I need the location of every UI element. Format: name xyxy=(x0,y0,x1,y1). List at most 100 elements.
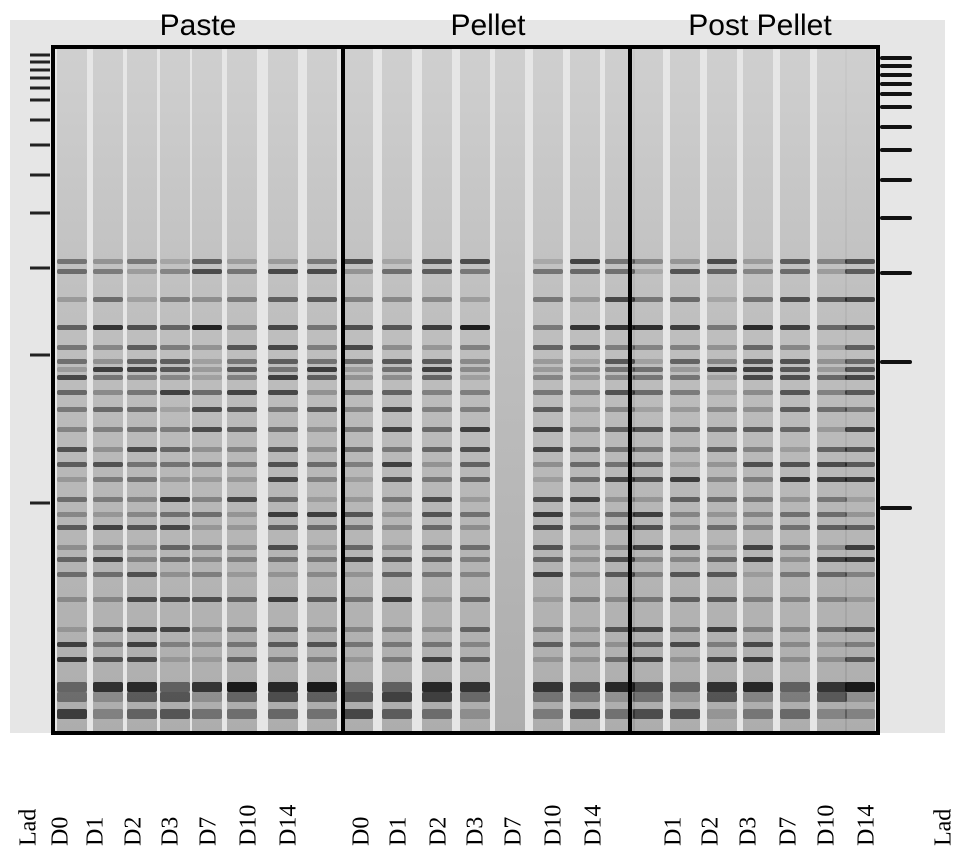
band xyxy=(707,390,737,395)
band xyxy=(460,642,490,647)
band xyxy=(93,447,123,452)
band xyxy=(780,709,810,719)
ladder-band xyxy=(30,266,50,270)
lane-label: D1 xyxy=(83,817,109,846)
band xyxy=(845,497,875,502)
band xyxy=(227,359,257,364)
lane-label: D14 xyxy=(276,805,302,846)
band xyxy=(845,512,875,517)
lane-label: D3 xyxy=(158,817,184,846)
ladder-band xyxy=(880,92,912,96)
band xyxy=(227,447,257,452)
band xyxy=(227,297,257,302)
band xyxy=(780,325,810,330)
band xyxy=(382,297,412,302)
band xyxy=(57,375,87,380)
band xyxy=(570,297,600,302)
band xyxy=(533,269,563,274)
band xyxy=(605,692,635,702)
band xyxy=(160,512,190,517)
lane-labels: Lad D0 D1 D2 D3 D7 D10 D14 D0 D1 D2 D3 D7 D10 D14 D1 D2 D… xyxy=(16,805,957,846)
band xyxy=(780,627,810,632)
lane-label: D14 xyxy=(854,805,880,846)
band xyxy=(570,545,600,550)
band xyxy=(57,477,87,482)
band xyxy=(307,427,337,432)
band xyxy=(780,557,810,562)
band xyxy=(780,545,810,550)
band xyxy=(670,462,700,467)
band xyxy=(160,427,190,432)
band xyxy=(817,375,847,380)
band xyxy=(707,462,737,467)
band xyxy=(160,462,190,467)
band xyxy=(460,657,490,662)
ladder-band xyxy=(880,148,912,152)
band xyxy=(343,407,373,412)
band xyxy=(845,407,875,412)
bands xyxy=(57,259,875,719)
band xyxy=(670,477,700,482)
band xyxy=(192,642,222,647)
band xyxy=(460,682,490,692)
band xyxy=(817,709,847,719)
band xyxy=(743,407,773,412)
band xyxy=(227,462,257,467)
band xyxy=(780,345,810,350)
band xyxy=(307,627,337,632)
band xyxy=(605,367,635,372)
band xyxy=(570,447,600,452)
band xyxy=(57,259,87,264)
band xyxy=(845,375,875,380)
band xyxy=(460,692,490,702)
band xyxy=(707,477,737,482)
band xyxy=(817,427,847,432)
band xyxy=(605,269,635,274)
ladder-band xyxy=(880,178,912,182)
band xyxy=(192,407,222,412)
band xyxy=(817,462,847,467)
band xyxy=(460,572,490,577)
band xyxy=(382,572,412,577)
band xyxy=(817,345,847,350)
band xyxy=(707,367,737,372)
band xyxy=(817,297,847,302)
band xyxy=(633,572,663,577)
band xyxy=(382,427,412,432)
band xyxy=(307,692,337,702)
band xyxy=(460,497,490,502)
band xyxy=(93,682,123,692)
band xyxy=(707,692,737,702)
band xyxy=(93,375,123,380)
band xyxy=(422,297,452,302)
band xyxy=(633,345,663,350)
band xyxy=(127,692,157,702)
band xyxy=(93,709,123,719)
band xyxy=(605,447,635,452)
band xyxy=(343,597,373,602)
band xyxy=(743,497,773,502)
band xyxy=(570,525,600,530)
panel-title: Post Pellet xyxy=(688,9,832,42)
band xyxy=(192,375,222,380)
band xyxy=(670,512,700,517)
band xyxy=(192,512,222,517)
band xyxy=(268,709,298,719)
band xyxy=(707,297,737,302)
band xyxy=(268,627,298,632)
band xyxy=(817,269,847,274)
band xyxy=(422,642,452,647)
band xyxy=(670,497,700,502)
band xyxy=(127,345,157,350)
band xyxy=(743,427,773,432)
band xyxy=(343,259,373,264)
band xyxy=(817,447,847,452)
band xyxy=(817,525,847,530)
band xyxy=(160,407,190,412)
band xyxy=(192,297,222,302)
band xyxy=(160,692,190,702)
band xyxy=(460,477,490,482)
band xyxy=(605,477,635,482)
band xyxy=(845,682,875,692)
